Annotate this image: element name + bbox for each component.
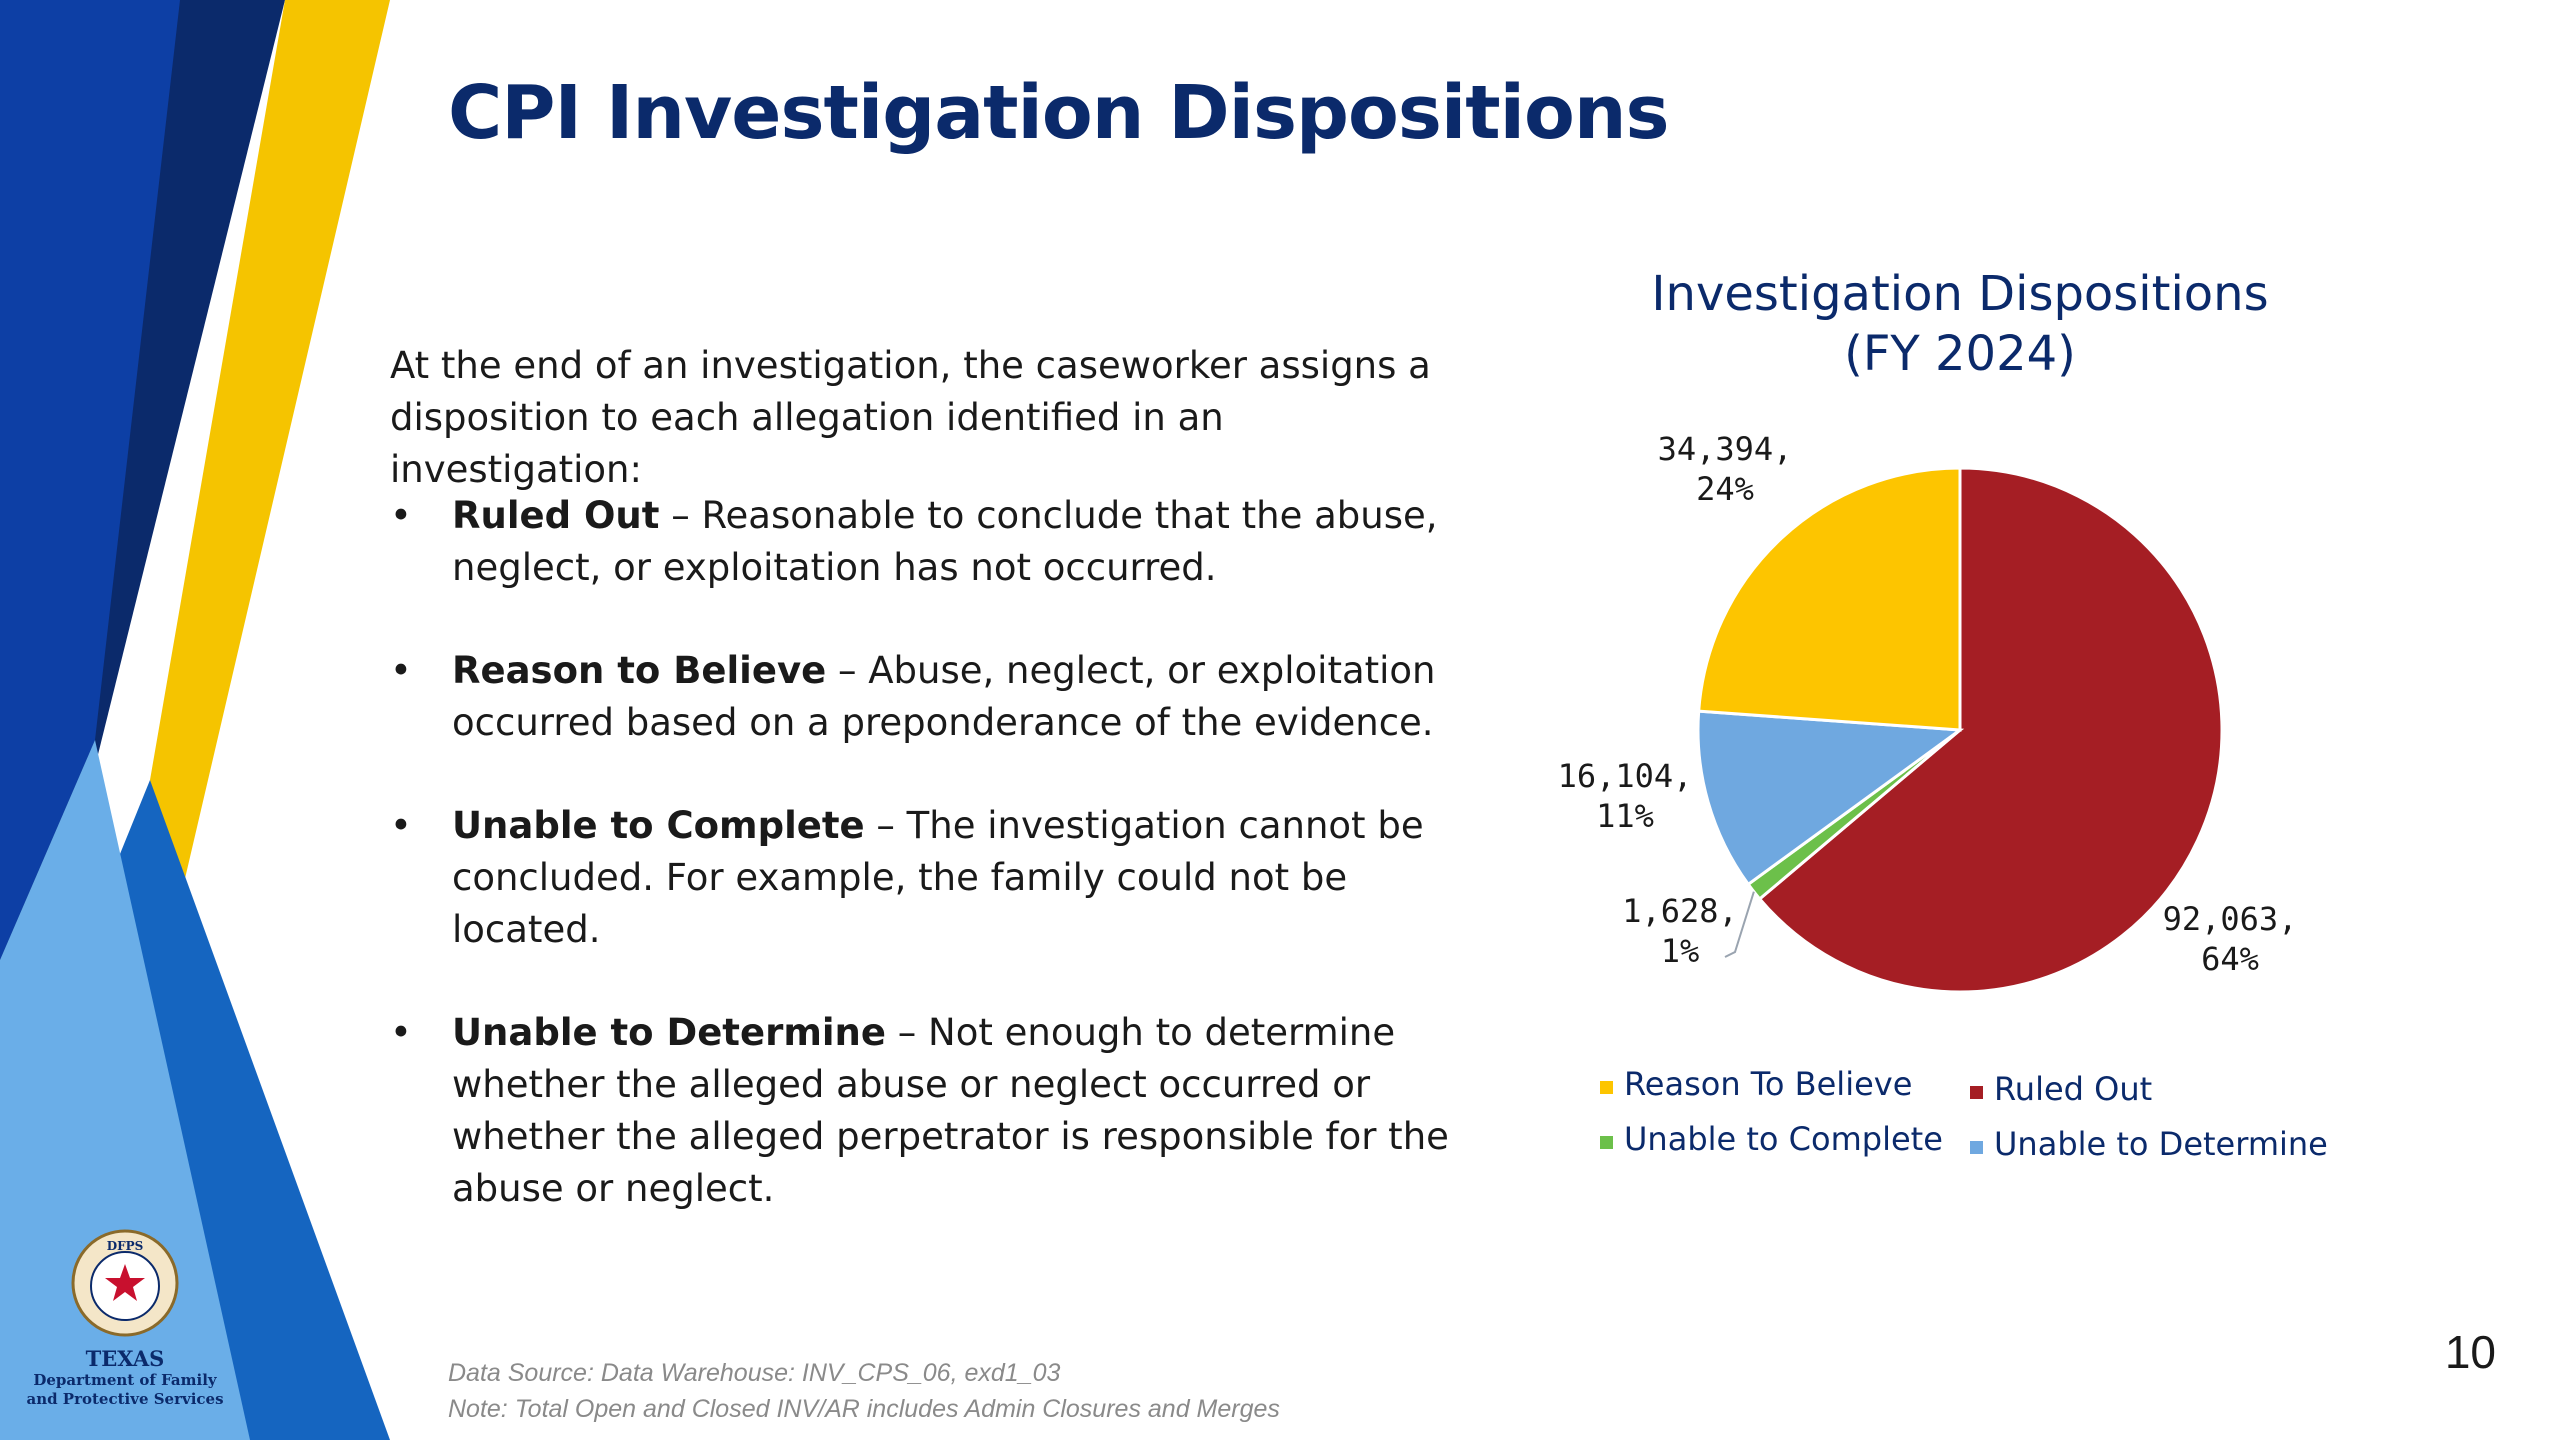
legend-label-reason-to-believe: Reason To Believe [1624,1065,1912,1103]
pie-slice-ruled-out [1757,466,2224,994]
page-number: 10 [2444,1326,2496,1378]
definition-text: – Abuse, neglect, or exploitation occurr… [452,649,1436,744]
pie-slices [1696,466,2224,994]
legend-label-ruled-out: Ruled Out [1994,1070,2152,1108]
dfps-logo: DFPS TEXAS Department of Family and Prot… [20,1228,230,1409]
definition-ruled-out: Ruled Out – Reasonable to conclude that … [390,490,1490,594]
data-label-unable-to-complete-pct: 1% [1661,932,1700,970]
legend-swatch-ruled-out [1970,1086,1983,1099]
decor-yellow-stripe [150,0,390,900]
data-label-unable-to-determine-pct: 11% [1596,797,1654,835]
decor-lightblue-panel [0,740,250,1440]
definition-text: – Not enough to determine whether the al… [452,1011,1449,1210]
chart-legend: Reason To Believe Ruled Out Unable to Comp… [1600,1065,2328,1163]
pie-slice-unable-to-determine [1696,709,1965,887]
definition-term: Unable to Determine [452,1011,886,1054]
chart-title-line1: Investigation Dispositions [1651,266,2268,322]
data-label-unable-to-complete-value: 1,628, [1622,892,1738,930]
disposition-definitions: Ruled Out – Reasonable to conclude that … [390,490,1490,1266]
legend-label-unable-to-determine: Unable to Determine [1994,1125,2328,1163]
seal-text: DFPS [107,1239,144,1253]
definition-term: Ruled Out [452,494,660,537]
data-label-unable-to-determine-value: 16,104, [1558,757,1693,795]
definition-unable-to-complete: Unable to Complete – The investigation c… [390,800,1490,956]
footnote-source: Data Source: Data Warehouse: INV_CPS_06,… [448,1359,1061,1387]
dispositions-pie-chart: Investigation Dispositions (FY 2024) 92,… [1558,266,2328,1163]
data-label-ruled-out-value: 92,063, [2163,900,2298,938]
pie-slice-reason-to-believe [1697,466,1962,732]
definition-text: – Reasonable to conclude that the abuse,… [452,494,1438,589]
decorative-side-panel [0,0,390,1440]
data-label-ruled-out-pct: 64% [2201,940,2259,978]
logo-dept-line2: and Protective Services [26,1390,224,1408]
intro-paragraph: At the end of an investigation, the case… [390,344,1431,491]
legend-swatch-unable-to-complete [1600,1136,1613,1149]
page-title: CPI Investigation Dispositions [448,70,1670,156]
leader-line-unable-to-complete [1724,891,1755,958]
legend-swatch-unable-to-determine [1970,1141,1983,1154]
legend-label-unable-to-complete: Unable to Complete [1624,1120,1943,1158]
definition-term: Reason to Believe [452,649,827,692]
footnote-note: Note: Total Open and Closed INV/AR inclu… [448,1395,1280,1423]
footnotes: Data Source: Data Warehouse: INV_CPS_06,… [448,1355,1280,1427]
definition-unable-to-determine: Unable to Determine – Not enough to dete… [390,1007,1490,1215]
legend-swatch-reason-to-believe [1600,1081,1613,1094]
pie-labels: 92,063,64% 1,628,1% 16,104,11% 34,394,24% [1558,430,2298,978]
chart-title-line2: (FY 2024) [1844,326,2076,382]
definition-text: – The investigation cannot be concluded.… [452,804,1424,951]
logo-texas: TEXAS [85,1346,165,1371]
definition-reason-to-believe: Reason to Believe – Abuse, neglect, or e… [390,645,1490,749]
data-label-reason-to-believe-value: 34,394, [1658,430,1793,468]
dfps-seal-icon: DFPS [71,1229,179,1337]
decor-blue-panel [0,0,180,960]
definition-term: Unable to Complete [452,804,865,847]
data-label-reason-to-believe-pct: 24% [1696,470,1754,508]
logo-dept-line1: Department of Family [33,1371,217,1389]
